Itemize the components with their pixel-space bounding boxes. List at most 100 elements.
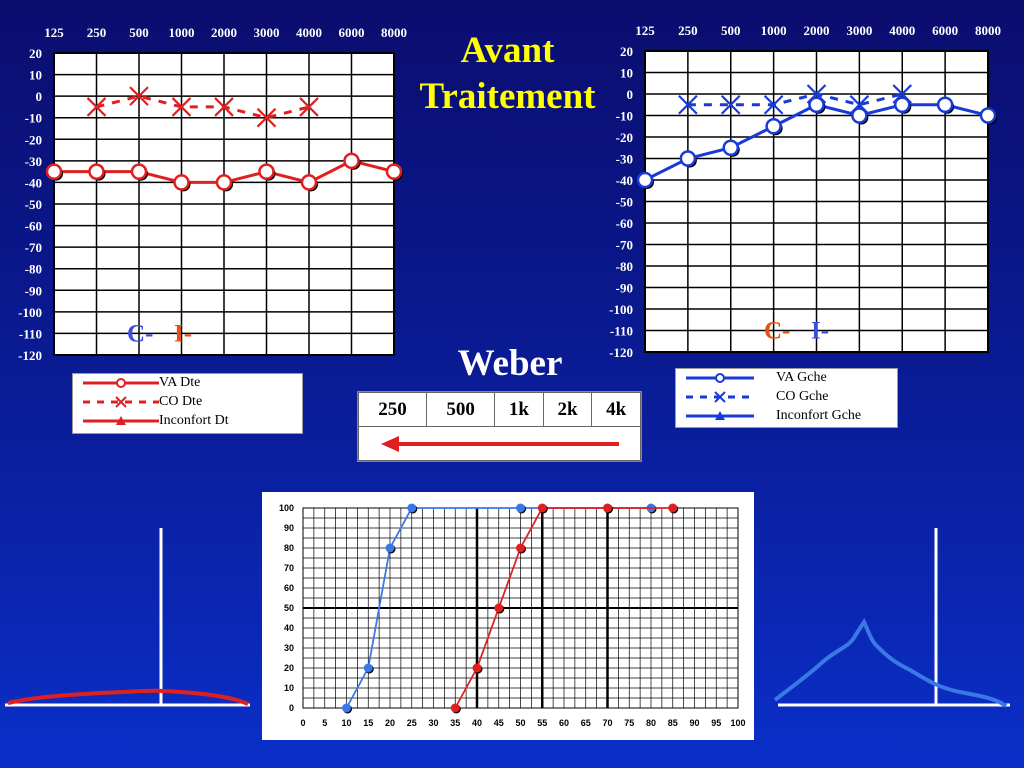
legend-right: VA Dte CO Dte Inconfort Dt <box>72 373 303 434</box>
left-arrow-icon <box>381 436 619 452</box>
page-title: Avant Traitement <box>405 28 610 120</box>
y-tick-label: 80 <box>284 543 294 553</box>
weber-freq-250: 250 <box>357 392 428 427</box>
data-point-cross <box>678 94 698 115</box>
x-tick-label: 45 <box>494 718 504 728</box>
x-tick-label: 25 <box>407 718 417 728</box>
y-tick-label: -60 <box>616 216 633 231</box>
solid-triangle-line-icon <box>686 411 754 420</box>
data-point <box>343 152 360 170</box>
data-point <box>407 503 417 513</box>
audiogram-left: 125 250 500 1000 2000 3000 4000 6000 8000 20 10 0 -1… <box>609 23 1001 360</box>
solid-triangle-line-icon <box>83 416 159 425</box>
data-point <box>808 96 825 113</box>
y-tick-label: 10 <box>620 66 633 81</box>
y-tick-label: -20 <box>25 132 42 147</box>
data-point <box>385 543 395 553</box>
data-point <box>385 163 403 180</box>
solid-circle-line-icon <box>686 373 754 383</box>
x-tick-label: 8000 <box>381 25 407 40</box>
data-point <box>603 503 612 513</box>
ci-mark-C: C- <box>764 318 790 345</box>
x-tick-label: 90 <box>689 718 699 728</box>
x-tick-label: 500 <box>721 23 741 38</box>
data-point <box>765 118 782 135</box>
y-tick-label: 0 <box>627 87 634 102</box>
data-point-cross <box>806 84 827 104</box>
x-tick-label: 6000 <box>932 23 958 38</box>
data-point <box>450 703 460 713</box>
data-point-cross <box>720 94 741 115</box>
speech-chart-panel: 0 5 10 15 20 25 30 35 40 45 50 55 60 65 70 75 80 85 90 95 10… <box>262 492 754 740</box>
data-point <box>494 603 504 613</box>
legend-item-va-dte: VA Dte <box>73 374 302 393</box>
x-tick-label: 6000 <box>339 25 365 40</box>
weber-title: Weber <box>457 343 563 384</box>
y-tick-label: 10 <box>284 683 294 693</box>
x-tick-label: 4000 <box>296 25 322 40</box>
x-tick-label: 2000 <box>804 23 830 38</box>
x-tick-label: 3000 <box>846 23 872 38</box>
legend-label: VA Gche <box>776 370 827 385</box>
y-tick-label: -50 <box>25 197 42 212</box>
x-tick-label: 100 <box>730 718 745 728</box>
y-tick-label: -70 <box>616 238 633 253</box>
data-point <box>679 150 697 167</box>
data-point-cross <box>171 97 192 117</box>
x-tick-label: 0 <box>300 718 305 728</box>
x-tick-label: 50 <box>515 718 525 728</box>
x-tick-label: 15 <box>363 718 373 728</box>
x-tick-label: 125 <box>635 23 655 38</box>
y-tick-label: 100 <box>279 503 294 513</box>
y-tick-label: 10 <box>29 68 42 83</box>
y-tick-label: 30 <box>284 643 294 653</box>
speech-audiometry-chart: 0 5 10 15 20 25 30 35 40 45 50 55 60 65 70 75 80 85 90 95 10… <box>279 503 746 728</box>
x-tick-label: 1000 <box>761 23 787 38</box>
data-point <box>215 174 233 191</box>
y-tick-label: -10 <box>25 111 42 126</box>
x-tick-label: 85 <box>668 718 678 728</box>
data-point-cross <box>892 84 913 104</box>
x-tick-label: 60 <box>559 718 569 728</box>
y-tick-label: -40 <box>25 175 42 190</box>
curve-sketch-left <box>5 528 250 707</box>
y-tick-label: -120 <box>609 345 633 360</box>
data-point-cross <box>849 94 870 115</box>
weber-arrow-cell <box>358 426 641 461</box>
x-tick-label: 500 <box>129 25 149 40</box>
x-tick-label: 8000 <box>975 23 1001 38</box>
weber-freq-1k: 1k <box>494 392 544 427</box>
y-tick-label: 90 <box>284 523 294 533</box>
data-point <box>936 96 954 113</box>
legend-item-co-dte: CO Dte <box>73 393 302 412</box>
data-point <box>979 107 997 124</box>
x-tick-label: 2000 <box>211 25 237 40</box>
series-line <box>687 92 903 107</box>
data-point-cross <box>214 97 234 117</box>
legend-item-inconfort-dt: Inconfort Dt <box>73 412 302 431</box>
series-line <box>96 94 310 120</box>
y-tick-label: -100 <box>609 302 633 317</box>
y-tick-label: -90 <box>25 283 42 298</box>
y-tick-label: -30 <box>25 154 42 169</box>
x-tick-label: 4000 <box>889 23 915 38</box>
y-tick-label: -10 <box>616 109 633 124</box>
y-tick-label: 50 <box>284 603 294 613</box>
data-point <box>300 174 318 191</box>
x-tick-label: 75 <box>624 718 634 728</box>
y-tick-label: -40 <box>616 173 633 188</box>
legend-item-inconfort-gche: Inconfort Gche <box>676 407 897 426</box>
data-point <box>258 163 275 180</box>
data-point <box>45 163 63 180</box>
x-tick-label: 3000 <box>254 25 280 40</box>
ci-mark-C: C- <box>127 320 153 347</box>
data-point <box>516 543 525 553</box>
x-tick-label: 250 <box>678 23 698 38</box>
x-tick-label: 5 <box>322 718 327 728</box>
data-point <box>537 503 547 513</box>
dashed-cross-line-icon <box>686 391 754 403</box>
y-tick-label: -70 <box>25 240 42 255</box>
data-point <box>173 174 190 191</box>
x-tick-label: 55 <box>537 718 547 728</box>
y-tick-label: -60 <box>25 219 42 234</box>
